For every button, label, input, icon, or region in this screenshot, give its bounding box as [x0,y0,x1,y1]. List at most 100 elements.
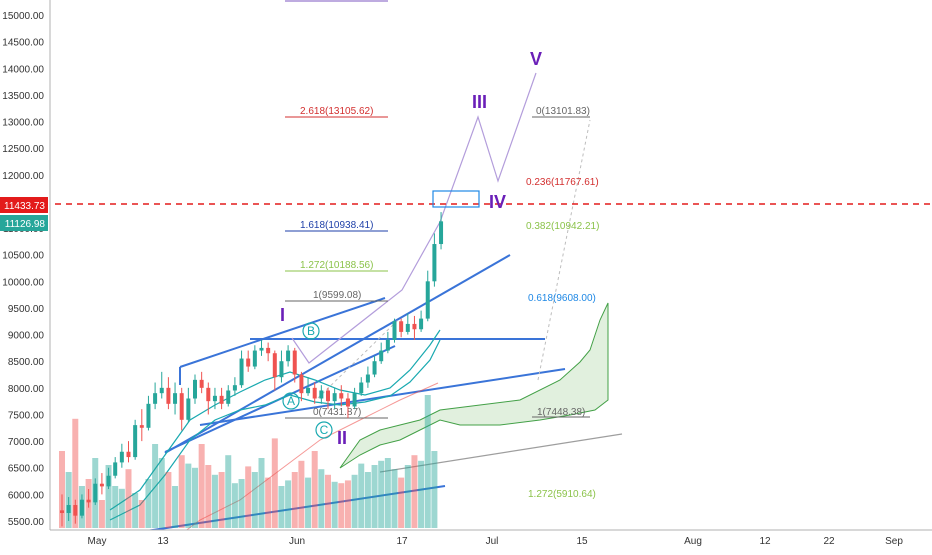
candle[interactable] [206,382,211,415]
trendline-bottom-1[interactable] [119,485,446,536]
volume-bar [165,472,172,528]
candle[interactable] [259,339,264,356]
wave-label-1: I [280,305,285,325]
candle[interactable] [219,387,224,410]
price-tick-label: 13000.00 [2,118,44,129]
candle[interactable] [139,409,144,442]
candle[interactable] [106,467,111,490]
candle[interactable] [239,350,244,388]
candle[interactable] [226,385,231,407]
time-axis-bg [0,530,932,550]
candle[interactable] [425,270,430,322]
candle[interactable] [99,473,104,495]
candle-body [133,425,138,458]
candle[interactable] [279,350,284,383]
price-axis-bg [0,0,50,530]
candle[interactable] [133,419,138,460]
candle[interactable] [193,374,197,404]
time-axis[interactable]: May 13 Jun 17 Jul 15 Aug 12 22 Sep [0,529,932,550]
price-tick-label: 8500.00 [8,357,45,368]
candle[interactable] [352,387,357,410]
candle[interactable] [179,387,184,431]
candle-body [339,393,344,399]
candle[interactable] [113,457,118,479]
candle[interactable] [385,331,390,354]
candle[interactable] [119,443,124,468]
price-axis[interactable]: 15000.00 14500.00 14000.00 13500.00 13000.00… [0,0,51,530]
volume-bar [205,465,212,528]
candle[interactable] [292,347,297,383]
price-tick-label: 14000.00 [2,64,44,75]
candle-body [106,475,111,487]
candle[interactable] [379,342,384,364]
ichimoku-cloud [339,302,609,469]
time-tick-label: 13 [157,536,169,547]
candle[interactable] [212,387,217,410]
candle[interactable] [266,342,271,362]
volume-bar [391,469,398,528]
ma-slow [109,339,441,521]
time-tick-label: Jul [486,536,499,547]
candle[interactable] [232,377,237,396]
candle[interactable] [73,499,78,524]
trendline-upper-1[interactable] [179,297,386,368]
candle-body [239,358,244,386]
candle[interactable] [272,350,277,391]
candle[interactable] [365,366,370,388]
candle[interactable] [186,387,191,423]
candle-body [266,347,271,354]
candle-body [332,393,337,402]
candles[interactable] [60,212,444,527]
target-box[interactable] [432,190,480,208]
candle[interactable] [199,371,204,394]
fib-label-1: 1(9599.08) [313,290,361,301]
price-tick-label: 7000.00 [8,437,45,448]
candle[interactable] [159,371,164,399]
candle[interactable] [412,315,417,340]
candle[interactable] [153,382,158,410]
price-tick-label: 12500.00 [2,144,44,155]
candle[interactable] [126,441,131,463]
candle[interactable] [79,494,84,519]
price-tick-label: 14500.00 [2,38,44,49]
candle[interactable] [439,212,444,250]
volume-bar [178,455,185,528]
candle[interactable] [399,318,404,338]
candle[interactable] [173,382,178,415]
candle[interactable] [432,233,437,287]
candle[interactable] [319,385,324,404]
candle[interactable] [286,345,291,367]
candle[interactable] [332,387,337,410]
candle-body [219,395,224,404]
trendline-lower-1[interactable] [199,368,566,426]
candle[interactable] [392,318,397,343]
volume-bar [138,500,145,528]
candle[interactable] [306,377,311,396]
candle[interactable] [66,497,71,521]
candle[interactable] [299,371,304,402]
candle[interactable] [419,310,424,332]
candle[interactable] [372,355,377,378]
candle[interactable] [60,494,64,527]
candle[interactable] [166,377,171,410]
candle[interactable] [345,393,350,419]
volume-bar [271,438,278,528]
candle[interactable] [339,385,344,407]
candle[interactable] [246,350,251,372]
wave-label-4: IV [489,192,506,212]
candle[interactable] [312,382,317,404]
volume-bar [364,472,371,528]
price-tick-label: 13500.00 [2,91,44,102]
candle[interactable] [252,345,257,370]
time-tick-label: 15 [576,536,588,547]
fib-r-label-0382: 0.382(10942.21) [526,221,599,232]
trendline-upper-2[interactable] [164,254,511,454]
candle[interactable] [93,478,98,506]
candle[interactable] [405,313,410,335]
candle[interactable] [326,387,330,410]
candle[interactable] [359,377,364,396]
candle[interactable] [146,395,151,431]
candle[interactable] [86,489,91,508]
